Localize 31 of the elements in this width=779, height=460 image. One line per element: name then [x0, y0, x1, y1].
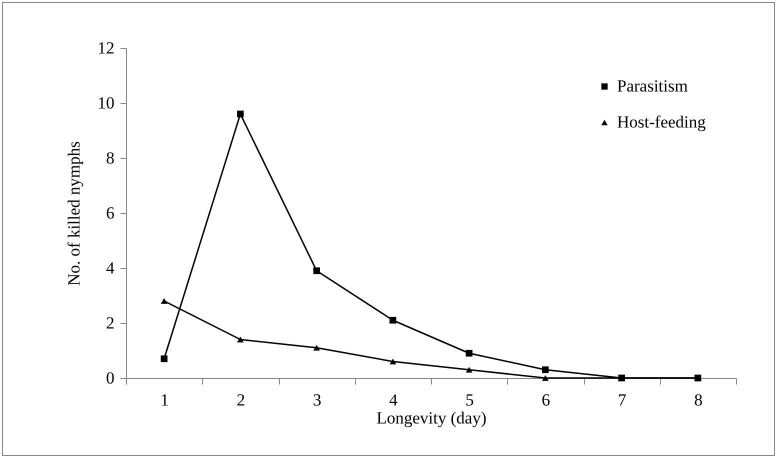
x-tick-label: 6 — [542, 390, 550, 410]
y-tick-label: 0 — [106, 368, 114, 388]
y-tick-label: 6 — [106, 204, 114, 222]
legend-label: Host-feeding — [617, 112, 706, 132]
x-tick-label: 3 — [312, 390, 322, 410]
y-tick-label: 4 — [106, 258, 115, 278]
x-tick-label: 1 — [160, 390, 169, 410]
point — [160, 355, 168, 362]
point — [542, 366, 549, 374]
point — [237, 110, 244, 118]
point — [313, 344, 320, 351]
point — [237, 336, 244, 342]
point — [466, 366, 472, 373]
x-tick-label: 2 — [236, 390, 246, 410]
point — [466, 350, 472, 357]
x-axis-title: Longevity (day) — [376, 408, 486, 428]
x-tick-label: 7 — [618, 390, 627, 410]
point — [313, 267, 320, 274]
y-tick-label: 8 — [106, 148, 114, 168]
y-tick-label: 10 — [98, 94, 114, 112]
point — [160, 298, 168, 304]
point — [390, 316, 396, 324]
x-tick-label: 5 — [465, 390, 474, 410]
legend-label: Parasitism — [617, 76, 688, 96]
y-axis-title: No. of killed nymphs — [64, 141, 84, 286]
y-tick-label: 2 — [106, 314, 114, 332]
y-tick-label: 12 — [98, 38, 114, 58]
x-tick-label: 4 — [389, 390, 398, 410]
x-tick-label: 8 — [694, 390, 703, 410]
point — [542, 375, 549, 381]
point — [390, 358, 396, 364]
